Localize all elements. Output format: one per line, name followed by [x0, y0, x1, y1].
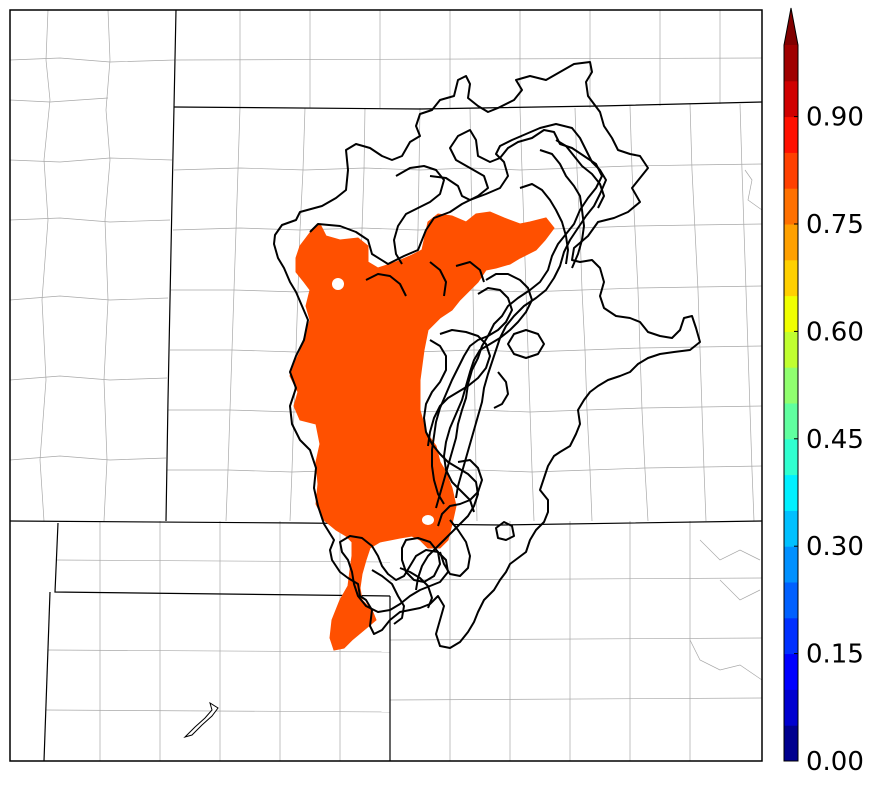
map-frame	[9, 9, 763, 762]
region-hole	[332, 278, 344, 290]
colorbar-segment	[784, 295, 798, 332]
colorbar-segment	[784, 331, 798, 368]
colorbar-segment	[784, 653, 798, 690]
colorbar-segment	[784, 45, 798, 82]
colorbar-segment	[784, 474, 798, 511]
ensemble-contours	[273, 61, 701, 649]
colorbar-segments	[784, 45, 798, 762]
colorbar-tick-label: 0.00	[806, 747, 864, 777]
colorbar-segment	[784, 438, 798, 476]
colorbar-tick-label: 0.30	[806, 532, 864, 562]
colorbar-segment	[784, 367, 798, 404]
colorbar-segment	[784, 510, 798, 547]
colorbar-tick-label: 0.15	[806, 640, 864, 670]
colorbar-tick-labels: 0.00 0.15 0.30 0.45 0.60 0.75 0.90	[806, 103, 864, 777]
colorbar-segment	[784, 582, 798, 619]
colorbar-segment	[784, 80, 798, 118]
colorbar-segment	[784, 546, 798, 583]
colorbar-segment	[784, 116, 798, 153]
colorbar-segment	[784, 617, 798, 655]
county-boundaries	[9, 9, 763, 761]
colorbar-segment	[784, 403, 798, 440]
colorbar-segment	[784, 224, 798, 261]
colorbar-tick-label: 0.75	[806, 210, 864, 240]
colorbar-tick-label: 0.60	[806, 317, 864, 347]
probability-filled-region	[289, 211, 555, 651]
colorbar-ticks	[794, 116, 798, 762]
colorbar-segment	[784, 188, 798, 225]
map-content	[9, 9, 763, 762]
colorbar-segment	[784, 152, 798, 189]
colorbar-tick-label: 0.90	[806, 103, 864, 133]
colorbar-segment	[784, 725, 798, 762]
colorbar-segment	[784, 689, 798, 726]
lake-shape	[183, 701, 219, 739]
colorbar-tick-label: 0.45	[806, 425, 864, 455]
colorbar: 0.00 0.15 0.30 0.45 0.60 0.75 0.90	[783, 7, 864, 777]
colorbar-extend-triangle	[784, 8, 798, 45]
region-hole	[422, 515, 434, 525]
colorbar-segment	[784, 259, 798, 297]
